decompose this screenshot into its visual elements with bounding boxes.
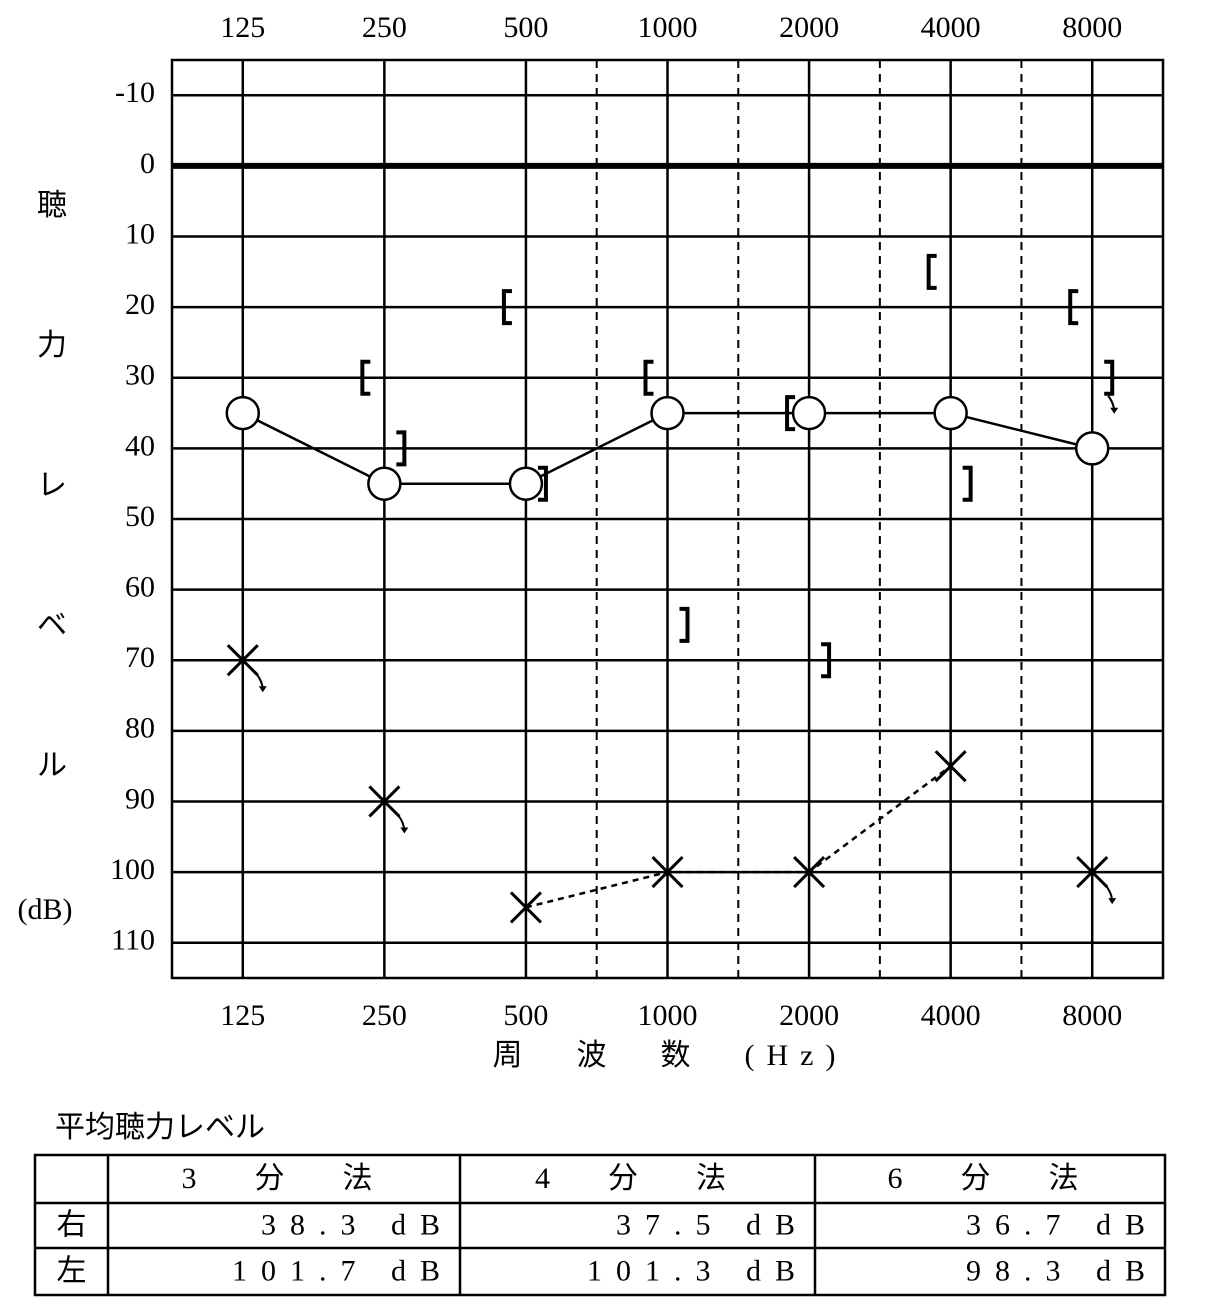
marker-bracket-left	[785, 395, 796, 432]
table-cell: 101.3 dB	[587, 1254, 809, 1287]
marker-bracket-right	[679, 606, 690, 643]
y-tick-label: -10	[115, 76, 155, 109]
y-tick-label: 40	[125, 429, 155, 462]
y-tick-label: 10	[125, 217, 155, 250]
x-tick-label-top: 1000	[638, 11, 698, 44]
row-label: 右	[57, 1208, 87, 1241]
x-tick-label-top: 125	[220, 11, 265, 44]
y-tick-label: 80	[125, 712, 155, 745]
marker-bracket-left	[501, 289, 512, 326]
x-tick-label-top: 8000	[1062, 11, 1122, 44]
marker-bracket-left	[1068, 289, 1079, 326]
marker-bracket-left	[926, 253, 937, 290]
x-tick-label: 500	[503, 999, 548, 1032]
marker-circle	[508, 466, 544, 501]
y-axis-label-char: 聴	[37, 189, 67, 222]
marker-cross	[793, 856, 826, 889]
marker-bracket-left	[360, 359, 371, 396]
marker-bracket-right	[962, 465, 973, 502]
x-tick-label: 4000	[921, 999, 981, 1032]
series-line	[525, 765, 952, 909]
y-tick-label: 70	[125, 641, 155, 674]
table-header: 4 分 法	[535, 1162, 740, 1195]
marker-bracket-right	[821, 642, 832, 679]
marker-cross	[509, 891, 542, 924]
x-tick-label: 125	[220, 999, 265, 1032]
marker-circle	[650, 395, 685, 431]
y-axis-label-char: ル	[37, 749, 67, 782]
no-response-arrowhead	[400, 827, 409, 834]
table-title: 平均聴力レベル	[55, 1111, 265, 1144]
y-tick-label: 50	[125, 500, 155, 533]
marker-cross	[934, 750, 967, 783]
x-tick-label-top: 2000	[779, 11, 839, 44]
marker-bracket-left	[643, 359, 654, 396]
no-response-arrowhead	[258, 686, 267, 693]
y-tick-label: 60	[125, 571, 155, 604]
x-tick-label: 250	[362, 999, 407, 1032]
marker-cross	[226, 644, 259, 677]
table-header: 6 分 法	[888, 1162, 1093, 1195]
table-cell: 38.3 dB	[261, 1208, 454, 1241]
table-header: 3 分 法	[182, 1162, 387, 1195]
y-tick-label: 30	[125, 359, 155, 392]
x-tick-label-top: 250	[362, 11, 407, 44]
table-cell: 98.3 dB	[966, 1254, 1159, 1287]
x-tick-label-top: 500	[503, 11, 548, 44]
marker-cross	[368, 785, 401, 818]
y-tick-label: 90	[125, 782, 155, 815]
y-tick-label: 20	[125, 288, 155, 321]
no-response-arrowhead	[1108, 898, 1117, 905]
x-tick-label: 2000	[779, 999, 839, 1032]
no-response-arrowhead	[1110, 407, 1119, 414]
y-axis-label-char: レ	[37, 469, 67, 502]
marker-circle	[933, 395, 968, 431]
marker-circle	[225, 395, 261, 431]
table-frame	[33, 1153, 1167, 1297]
table-cell: 101.7 dB	[232, 1254, 454, 1287]
x-tick-label: 8000	[1062, 999, 1122, 1032]
y-axis-label-char: 力	[37, 329, 67, 362]
marker-bracket-right	[537, 465, 548, 502]
y-tick-label: 110	[111, 924, 155, 957]
x-axis-label: 周 波 数 (Hz)	[493, 1039, 848, 1072]
marker-circle	[1074, 431, 1110, 466]
marker-cross	[651, 856, 684, 889]
marker-circle	[367, 466, 402, 501]
marker-bracket-right	[1104, 359, 1115, 396]
x-tick-label-top: 4000	[921, 11, 981, 44]
marker-circle	[791, 395, 827, 431]
table-cell: 36.7 dB	[966, 1208, 1159, 1241]
y-axis-unit: (dB)	[18, 893, 73, 926]
marker-cross	[1076, 856, 1109, 889]
table-cell: 37.5 dB	[616, 1208, 809, 1241]
y-tick-label: 100	[110, 853, 155, 886]
y-axis-label-char: ベ	[37, 609, 67, 642]
x-tick-label: 1000	[638, 999, 698, 1032]
y-tick-label: 0	[140, 147, 155, 180]
row-label: 左	[57, 1254, 87, 1287]
marker-bracket-right	[396, 430, 407, 467]
